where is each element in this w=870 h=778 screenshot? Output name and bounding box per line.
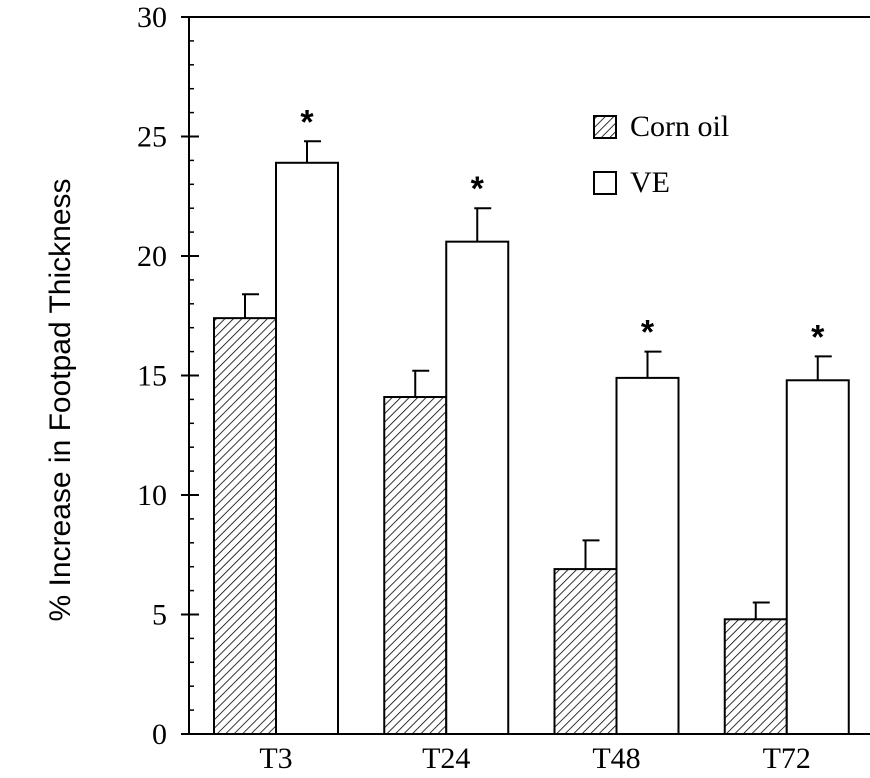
bar-ve-t24 [445,240,510,735]
y-tick-label: 25 [137,121,167,154]
significance-star: * [471,170,485,208]
y-tick-label: 0 [152,718,167,751]
bar-ve-t72 [785,379,850,735]
legend-swatch [593,115,617,139]
y-tick-label: 15 [137,360,167,393]
y-tick-label: 10 [137,479,167,512]
x-tick-label: T24 [422,742,470,775]
x-tick-label: T72 [763,742,811,775]
bars [213,140,850,736]
x-axis-labels: T3 T24 T48 T72 [259,742,811,775]
bar-corn-oil-t24 [383,396,448,735]
legend-label: VE [630,166,670,199]
legend-label: Corn oil [630,110,729,143]
significance-star: * [300,103,314,141]
y-axis-ticks: 0 5 10 15 20 25 30 [137,1,199,751]
bar-corn-oil-t3 [213,317,277,735]
bar-corn-oil-t48 [553,568,618,736]
x-tick-label: T3 [259,742,292,775]
y-tick-label: 30 [137,1,167,34]
x-tick-label: T48 [592,742,640,775]
significance-star: * [811,318,825,356]
bar-corn-oil-t72 [723,618,788,736]
significance-star: * [641,314,655,352]
significance-annotations: * * * * [300,103,825,356]
bar-ve-t3 [275,161,339,736]
legend-swatch [593,171,617,195]
legend: Corn oil VE [593,110,729,199]
y-axis-label: % Increase in Footpad Thickness [44,178,77,621]
bar-ve-t48 [615,376,680,735]
y-tick-label: 5 [152,599,167,632]
y-tick-label: 20 [137,240,167,273]
